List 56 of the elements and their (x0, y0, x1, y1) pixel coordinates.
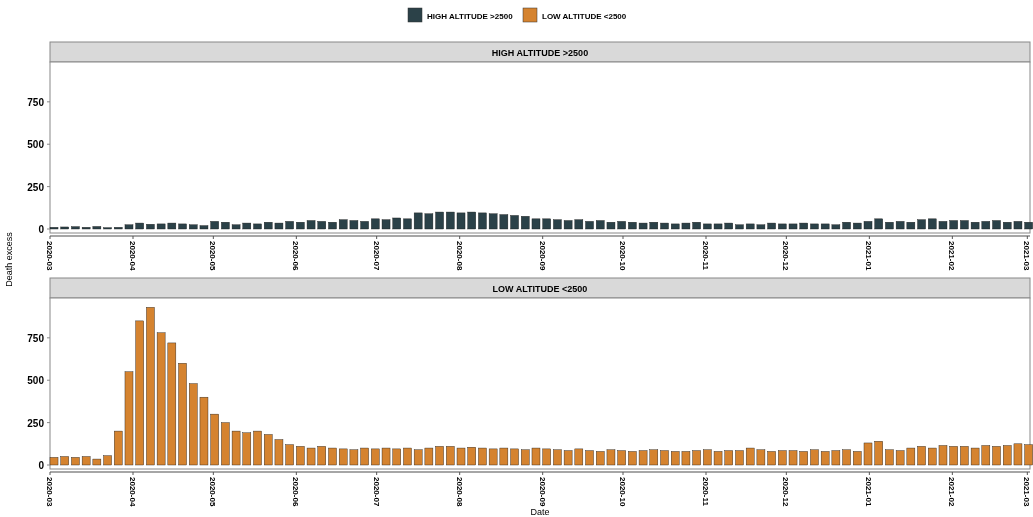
bar (735, 224, 744, 230)
y-tick-label: 250 (27, 181, 45, 193)
x-tick-label: 2021-01 (864, 477, 874, 507)
x-tick-label: 2021-03 (1022, 241, 1032, 271)
bar (178, 223, 187, 230)
legend-label: LOW ALTITUDE <2500 (542, 12, 627, 21)
bar (328, 447, 337, 466)
x-tick-label: 2020-08 (454, 477, 464, 507)
y-tick-label: 750 (27, 96, 45, 108)
x-tick-label: 2020-10 (618, 241, 628, 271)
bar (660, 450, 669, 466)
x-tick-label: 2020-03 (45, 241, 54, 271)
x-tick-label: 2021-03 (1022, 477, 1032, 507)
bar (328, 222, 337, 230)
y-tick-label: 500 (27, 139, 45, 151)
x-tick-label: 2020-07 (371, 477, 381, 507)
y-tick-label: 500 (27, 375, 45, 387)
y-tick-label: 0 (38, 460, 45, 471)
x-tick-label: 2020-07 (371, 241, 381, 271)
bar (403, 218, 412, 230)
x-tick-label: 2020-05 (208, 241, 218, 271)
x-axis-title: Date (530, 507, 550, 517)
bar (403, 447, 412, 466)
x-tick-label: 2020-08 (454, 241, 464, 271)
y-tick-label: 250 (27, 417, 45, 429)
x-tick-label: 2020-04 (128, 477, 138, 507)
x-tick-label: 2020-04 (128, 241, 138, 271)
bar (735, 450, 744, 466)
chart-title: HIGH ALTITUDE >2500 (491, 48, 589, 58)
x-tick-label: 2020-10 (618, 477, 628, 507)
bar (992, 446, 1001, 466)
x-tick-label: 2020-05 (208, 477, 218, 507)
x-tick-label: 2020-06 (291, 241, 301, 271)
x-tick-label: 2020-09 (537, 241, 547, 271)
bar (253, 223, 262, 230)
legend-label: HIGH ALTITUDE >2500 (427, 12, 514, 21)
bar (585, 450, 594, 466)
x-tick-label: 2020-03 (45, 477, 54, 507)
x-tick-label: 2021-02 (947, 241, 957, 271)
x-tick-label: 2020-11 (701, 241, 711, 271)
bar (253, 430, 262, 466)
bar (178, 363, 187, 466)
x-tick-label: 2020-12 (781, 241, 791, 271)
bar (585, 221, 594, 230)
x-tick-label: 2020-06 (291, 477, 301, 507)
x-tick-label: 2021-01 (864, 241, 874, 271)
x-tick-label: 2021-02 (947, 477, 957, 507)
bar (660, 222, 669, 230)
x-tick-label: 2020-09 (537, 477, 547, 507)
y-axis-title: Death excess (4, 231, 14, 287)
chart-title: LOW ALTITUDE <2500 (492, 284, 588, 294)
x-tick-label: 2020-11 (701, 477, 711, 507)
bar (992, 220, 1001, 230)
y-tick-label: 750 (27, 332, 45, 344)
x-tick-label: 2020-12 (781, 477, 791, 507)
y-tick-label: 0 (38, 224, 45, 235)
